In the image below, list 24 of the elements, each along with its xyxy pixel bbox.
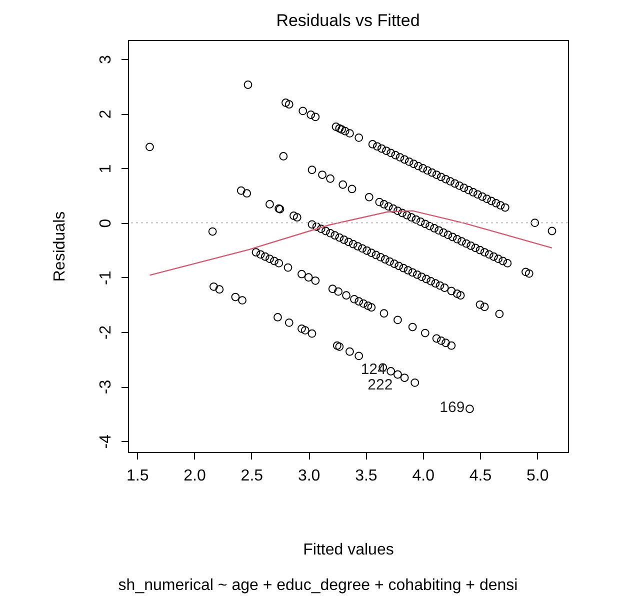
x-tick-label: 2.0 xyxy=(184,468,206,484)
x-tick-label: 5.0 xyxy=(526,468,549,484)
x-tick-label: 1.5 xyxy=(126,468,149,484)
x-tick-label: 4.5 xyxy=(469,468,492,484)
y-tick-label: 3 xyxy=(98,55,114,64)
annotation: 124 xyxy=(360,361,386,378)
x-tick-label: 4.0 xyxy=(412,468,435,484)
y-tick-label: 1 xyxy=(98,164,114,174)
y-tick-label: -2 xyxy=(98,325,114,340)
y-tick-label: -4 xyxy=(98,434,114,449)
chart-title: Residuals vs Fitted xyxy=(276,11,420,30)
y-tick-label: -3 xyxy=(98,380,114,394)
y-tick-label: 2 xyxy=(98,110,114,119)
x-tick-label: 2.5 xyxy=(240,468,264,484)
annotation: 169 xyxy=(440,398,465,416)
text: sh_numerical ~ age + educ_degree + cohabiting + densi xyxy=(118,577,518,594)
annotation: 222 xyxy=(368,376,393,394)
y-tick-label: -1 xyxy=(98,270,114,285)
y-axis-title: Residuals xyxy=(52,211,68,282)
x-tick-label: 3.0 xyxy=(298,468,320,484)
x-tick-label: 3.5 xyxy=(355,468,378,484)
line-series xyxy=(149,210,553,276)
y-tick-label: 0 xyxy=(98,218,114,228)
x-axis-title: Fitted values xyxy=(303,542,394,558)
